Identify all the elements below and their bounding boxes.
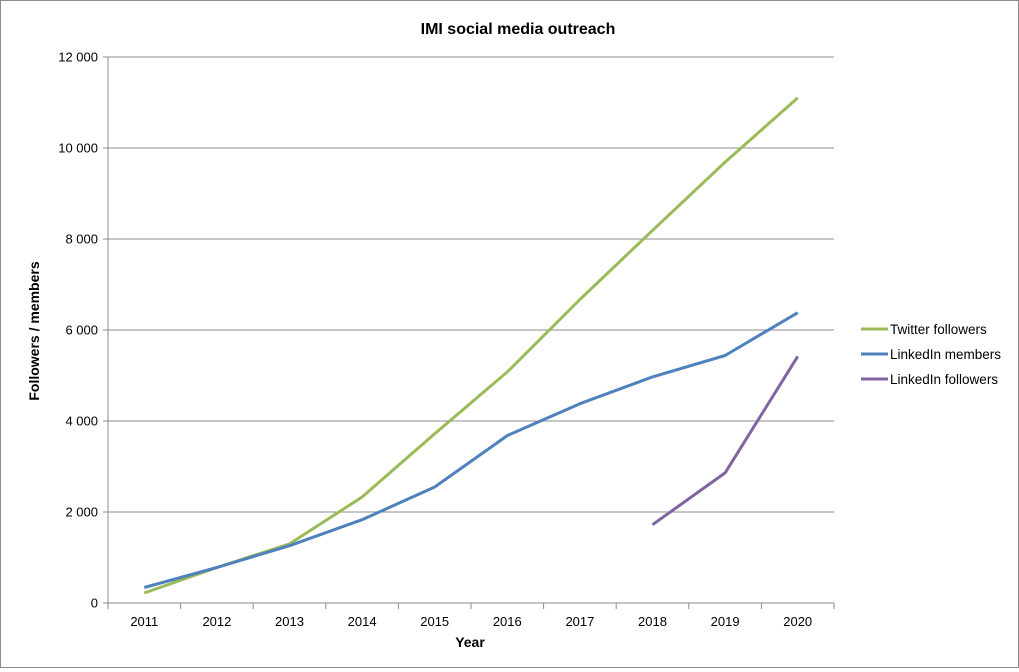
x-tick-label: 2019 xyxy=(711,614,740,629)
gridlines xyxy=(108,56,834,513)
legend-label: LinkedIn followers xyxy=(890,372,998,387)
legend-label: LinkedIn members xyxy=(890,347,1001,362)
y-axis-title: Followers / members xyxy=(26,261,42,400)
x-axis-title: Year xyxy=(455,634,485,650)
legend: Twitter followers LinkedIn members LinkedI… xyxy=(861,322,1001,387)
x-tick-label: 2014 xyxy=(348,614,377,629)
y-tick-labels: 0 2 000 4 000 6 000 8 000 10 000 12 000 xyxy=(58,50,98,611)
x-tick-label: 2016 xyxy=(493,614,522,629)
legend-label: Twitter followers xyxy=(890,322,987,337)
y-tick-label: 4 000 xyxy=(65,414,98,429)
series-line-3 xyxy=(651,355,799,526)
x-tick-label: 2020 xyxy=(783,614,812,629)
y-tick-label: 12 000 xyxy=(58,50,98,65)
x-tick-label: 2017 xyxy=(565,614,594,629)
series-line-2 xyxy=(143,311,799,589)
x-tick-label: 2018 xyxy=(638,614,667,629)
x-tick-label: 2011 xyxy=(130,614,158,629)
chart-title: IMI social media outreach xyxy=(421,21,616,38)
x-tick-label: 2015 xyxy=(420,614,449,629)
x-tick-label: 2012 xyxy=(202,614,231,629)
y-tick-label: 6 000 xyxy=(65,323,98,338)
x-tick-labels: 2011 2012 2013 2014 2015 2016 2017 2018 2019 2020 xyxy=(130,614,812,629)
y-tick-label: 0 xyxy=(91,596,98,611)
series-lines xyxy=(143,96,799,595)
y-tick-label: 10 000 xyxy=(58,141,98,156)
axes xyxy=(103,56,835,609)
series-line-1 xyxy=(143,96,799,595)
x-tick-label: 2013 xyxy=(275,614,304,629)
y-tick-label: 8 000 xyxy=(65,232,98,247)
y-tick-label: 2 000 xyxy=(65,505,98,520)
